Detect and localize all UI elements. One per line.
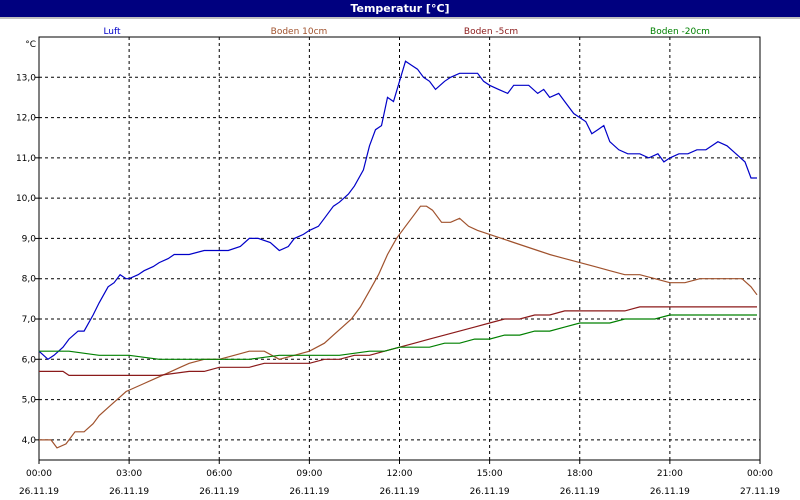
x-tick-date: 26.11.19: [560, 487, 600, 497]
chart-title: Temperatur [°C]: [0, 0, 800, 19]
y-tick-label: 13,0: [16, 73, 36, 83]
series-line-luft: [38, 60, 757, 361]
y-tick-label: 8,0: [22, 275, 37, 285]
grid: [39, 37, 760, 460]
axes: 4,0 5,0 6,0 7,0 8,0 9,0 10,0 11,0 12,0 13,0 °C 00:0…: [16, 36, 780, 497]
x-tick-date: 26.11.19: [650, 487, 690, 497]
y-tick-label: 7,0: [22, 315, 37, 325]
x-tick-date: 27.11.19: [740, 487, 780, 497]
y-tick-label: 12,0: [16, 114, 36, 124]
legend: Luft Boden 10cm Boden -5cm Boden -20cm: [103, 27, 710, 37]
series-line-boden-5cm: [39, 306, 757, 376]
x-tick-time: 06:00: [206, 469, 232, 479]
legend-entry: Boden 10cm: [271, 27, 328, 37]
series-line-boden-20cm: [39, 314, 757, 360]
legend-entry: Luft: [103, 27, 121, 37]
x-tick-date: 26.11.19: [109, 487, 149, 497]
y-tick-label: 10,0: [16, 194, 36, 204]
y-tick-label: 11,0: [16, 154, 36, 164]
x-tick-time: 21:00: [657, 469, 683, 479]
legend-entry: Boden -5cm: [464, 27, 518, 37]
x-tick-time: 03:00: [116, 469, 142, 479]
y-unit-label: °C: [25, 40, 36, 50]
x-tick-time: 15:00: [477, 469, 503, 479]
y-tick-label: 9,0: [22, 234, 37, 244]
y-tick-label: 4,0: [22, 436, 37, 446]
x-tick-time: 00:00: [747, 469, 773, 479]
legend-entry: Boden -20cm: [650, 27, 710, 37]
x-tick-date: 26.11.19: [470, 487, 510, 497]
x-tick-time: 09:00: [296, 469, 322, 479]
y-tick-label: 5,0: [22, 396, 37, 406]
series-line-boden-10cm: [39, 205, 758, 449]
x-tick-date: 26.11.19: [19, 487, 59, 497]
x-tick-date: 26.11.19: [199, 487, 239, 497]
series-lines: [38, 60, 758, 449]
x-tick-time: 18:00: [567, 469, 593, 479]
y-tick-label: 6,0: [22, 355, 37, 365]
x-tick-date: 26.11.19: [289, 487, 329, 497]
x-tick-date: 26.11.19: [379, 487, 419, 497]
x-tick-time: 00:00: [26, 469, 52, 479]
x-tick-time: 12:00: [387, 469, 413, 479]
